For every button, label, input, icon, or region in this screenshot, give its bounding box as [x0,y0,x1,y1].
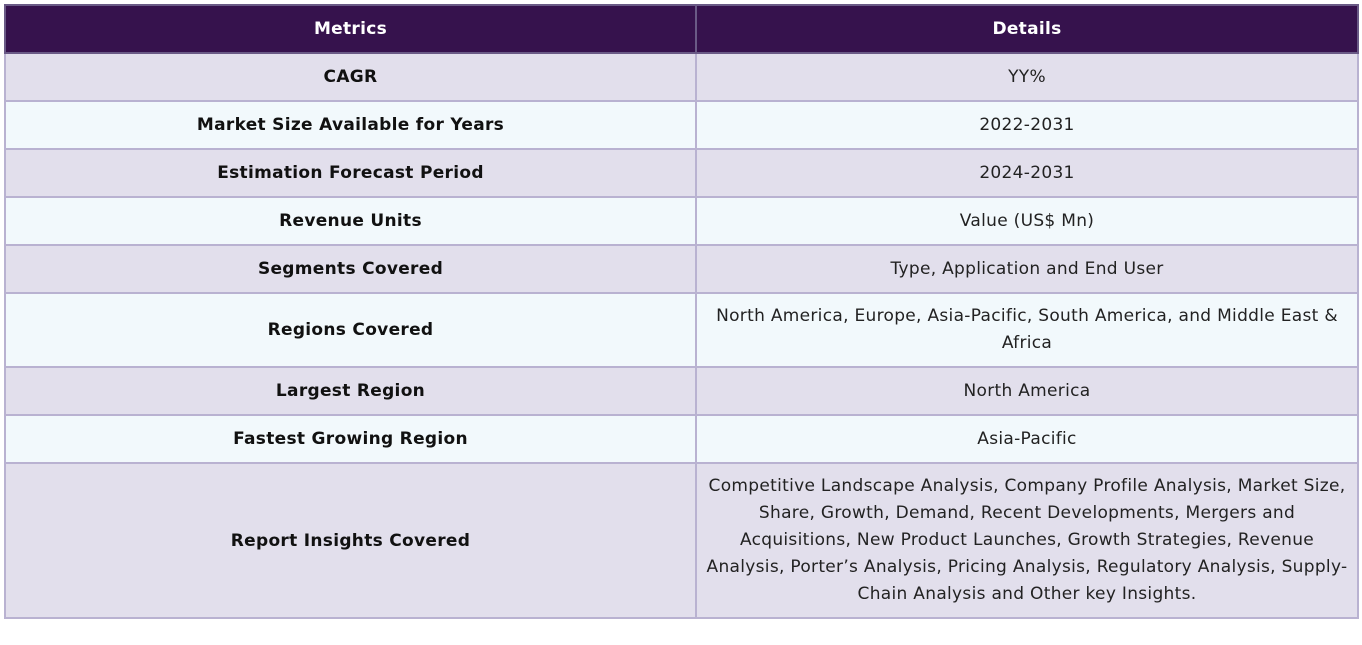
detail-cell: Competitive Landscape Analysis, Company … [695,462,1359,619]
header-metrics: Metrics [4,4,697,54]
metric-cell: Largest Region [4,366,697,416]
detail-cell: North America [695,366,1359,416]
table-row: Segments Covered Type, Application and E… [4,244,1359,294]
detail-cell: YY% [695,52,1359,102]
table-row: Regions Covered North America, Europe, A… [4,292,1359,368]
metric-cell: Revenue Units [4,196,697,246]
detail-cell: Asia-Pacific [695,414,1359,464]
table-row: Report Insights Covered Competitive Land… [4,462,1359,619]
metrics-table-container: Metrics Details CAGR YY% Market Size Ava… [4,4,1359,619]
table-row: Market Size Available for Years 2022-203… [4,100,1359,150]
metric-cell: Regions Covered [4,292,697,368]
table-row: Estimation Forecast Period 2024-2031 [4,148,1359,198]
metric-cell: Estimation Forecast Period [4,148,697,198]
detail-cell: North America, Europe, Asia-Pacific, Sou… [695,292,1359,368]
table-row: Largest Region North America [4,366,1359,416]
table-row: CAGR YY% [4,52,1359,102]
metric-cell: Report Insights Covered [4,462,697,619]
metric-cell: CAGR [4,52,697,102]
header-details: Details [695,4,1359,54]
detail-cell: Value (US$ Mn) [695,196,1359,246]
metric-cell: Fastest Growing Region [4,414,697,464]
metric-cell: Segments Covered [4,244,697,294]
table-header-row: Metrics Details [4,4,1359,54]
table-row: Revenue Units Value (US$ Mn) [4,196,1359,246]
metrics-table: Metrics Details CAGR YY% Market Size Ava… [4,4,1359,619]
table-row: Fastest Growing Region Asia-Pacific [4,414,1359,464]
metric-cell: Market Size Available for Years [4,100,697,150]
detail-cell: Type, Application and End User [695,244,1359,294]
detail-cell: 2024-2031 [695,148,1359,198]
detail-cell: 2022-2031 [695,100,1359,150]
